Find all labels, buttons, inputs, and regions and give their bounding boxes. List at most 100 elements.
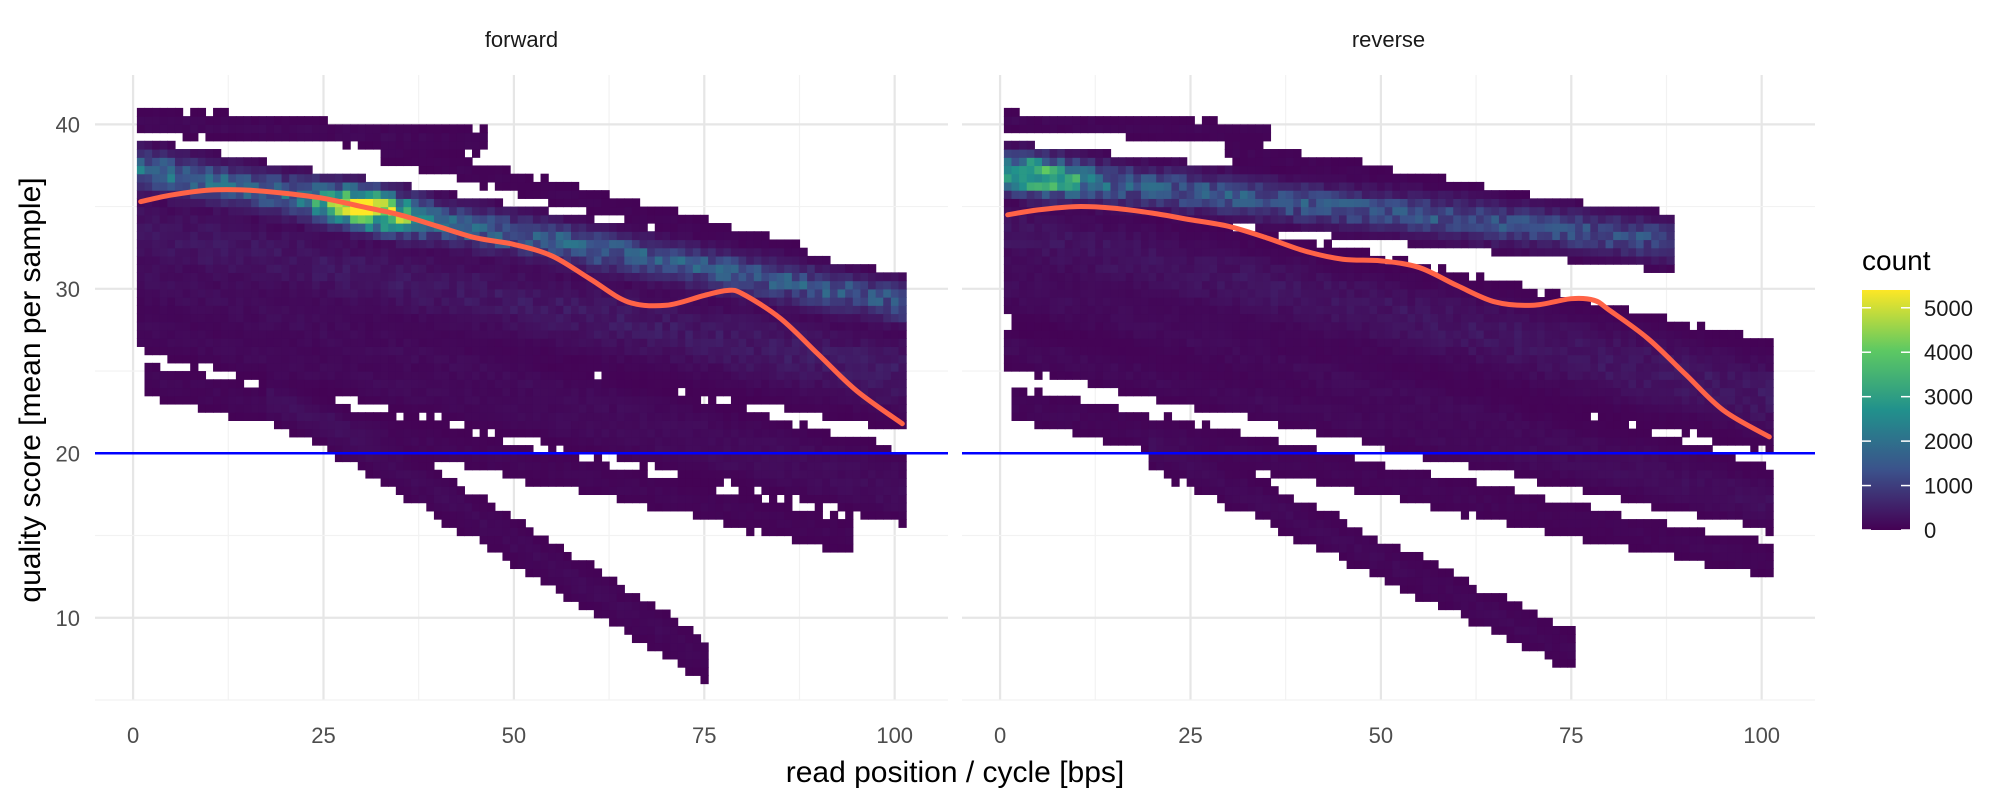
heatmap-tile [1239,132,1249,142]
heatmap-tile [1148,436,1157,446]
heatmap-tile [304,214,313,224]
heatmap-tile [1095,239,1104,249]
heatmap-tile [1011,288,1020,298]
heatmap-tile [273,214,283,224]
heatmap-tile [662,297,671,306]
heatmap-tile [1194,445,1203,454]
heatmap-tile [1034,313,1043,323]
heatmap-tile [593,247,603,257]
heatmap-tile [281,362,290,372]
heatmap-tile [1087,173,1096,183]
heatmap-tile [479,223,488,232]
heatmap-tile [1110,157,1119,167]
heatmap-tile [342,239,351,249]
heatmap-tile [471,412,481,421]
heatmap-tile [1209,436,1218,446]
heatmap-tile [1179,313,1188,323]
heatmap-tile [1201,181,1211,191]
heatmap-tile [799,272,808,282]
heatmap-tile [167,272,176,282]
heatmap-tile [860,412,869,421]
heatmap-tile [1118,354,1127,364]
heatmap-tile [776,519,785,528]
heatmap-tile [449,223,458,232]
heatmap-tile [197,313,207,323]
heatmap-tile [593,387,603,397]
heatmap-tile [182,371,191,380]
heatmap-tile [1217,321,1226,331]
heatmap-tile [761,371,770,380]
heatmap-tile [616,264,625,273]
heatmap-tile [738,305,747,315]
heatmap-tile [350,420,359,430]
heatmap-tile [525,461,534,471]
heatmap-tile [510,395,519,405]
heatmap-tile [517,247,526,257]
heatmap-tile [548,329,557,339]
heatmap-tile [586,403,595,413]
heatmap-tile [670,354,679,364]
heatmap-tile [1201,255,1211,265]
heatmap-tile [319,428,328,438]
heatmap-tile [136,264,146,273]
heatmap-tile [700,642,709,652]
heatmap-tile [692,354,702,364]
heatmap-tile [190,272,199,282]
heatmap-tile [281,214,290,224]
heatmap-tile [312,321,321,331]
heatmap-tile [1095,231,1104,241]
heatmap-tile [1034,116,1043,125]
heatmap-tile [1217,231,1226,241]
heatmap-tile [647,288,656,298]
heatmap-tile [144,379,153,389]
heatmap-tile [791,445,801,454]
heatmap-tile [1224,321,1233,331]
heatmap-tile [532,535,542,545]
heatmap-tile [631,609,641,619]
heatmap-tile [791,510,801,520]
heatmap-tile [205,165,214,175]
heatmap-tile [738,395,747,405]
heatmap-tile [738,362,747,372]
heatmap-tile [388,469,397,479]
heatmap-tile [799,494,808,504]
heatmap-tile [616,313,625,323]
heatmap-tile [517,206,526,216]
heatmap-tile [1003,288,1013,298]
heatmap-tile [540,436,549,446]
heatmap-tile [852,502,862,512]
heatmap-tile [471,173,481,183]
heatmap-tile [769,379,778,389]
heatmap-tile [426,395,435,405]
heatmap-tile [182,354,191,364]
heatmap-tile [1102,288,1112,298]
heatmap-tile [639,305,648,315]
heatmap-tile [510,527,519,537]
heatmap-tile [441,165,450,175]
heatmap-tile [571,436,580,446]
heatmap-tile [1163,173,1173,183]
heatmap-tile [213,206,222,216]
heatmap-tile [769,486,778,496]
heatmap-tile [639,247,648,257]
heatmap-tile [1049,231,1058,241]
heatmap-tile [350,428,359,438]
heatmap-tile [609,255,618,265]
heatmap-tile [1163,436,1173,446]
heatmap-tile [1118,379,1127,389]
heatmap-tile [517,543,526,553]
heatmap-tile [411,387,420,397]
heatmap-tile [715,305,724,315]
heatmap-tile [433,329,443,339]
heatmap-tile [708,494,717,504]
heatmap-tile [791,346,801,356]
heatmap-tile [1163,428,1173,438]
heatmap-tile [761,313,770,323]
heatmap-tile [654,206,663,216]
heatmap-tile [1034,354,1043,364]
heatmap-tile [639,321,648,331]
heatmap-tile [578,338,587,347]
heatmap-tile [510,173,519,183]
heatmap-tile [487,379,496,389]
heatmap-tile [1003,346,1013,356]
